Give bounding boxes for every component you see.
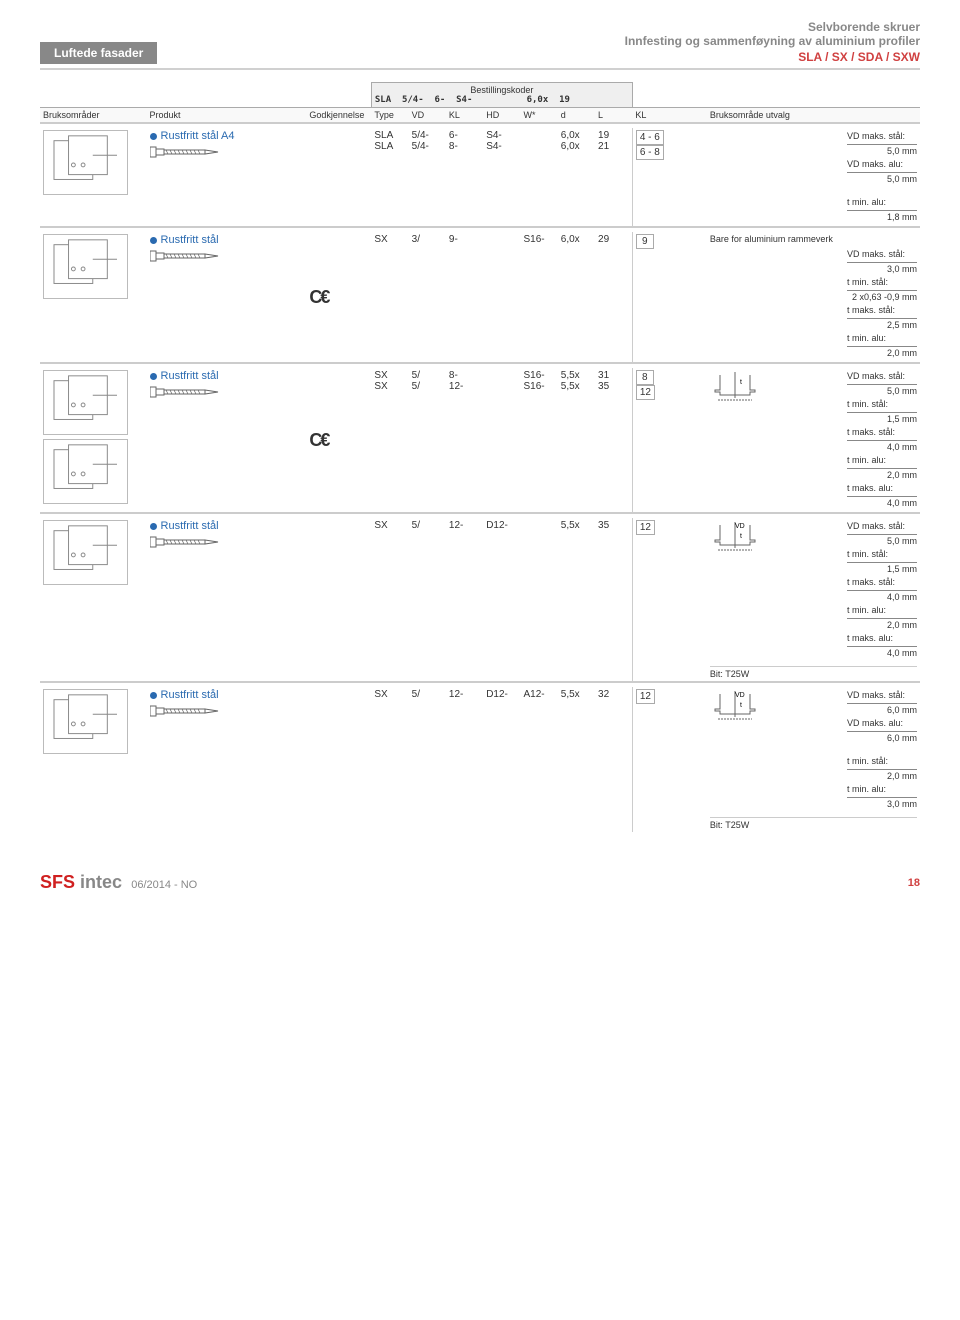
application-thumb (43, 234, 128, 299)
product-name: Rustfritt stål (150, 689, 304, 701)
hdr-hd: HD (483, 108, 520, 124)
svg-text:VD: VD (735, 523, 745, 530)
section-diagram: t (710, 370, 760, 420)
header-title1: Selvborende skruer (625, 20, 920, 34)
product-row: Rustfritt stålC€SX3/9-S16-6,0x299 Bare f… (40, 232, 920, 363)
footer-date: 06/2014 - NO (131, 879, 197, 891)
svg-text:t: t (740, 533, 742, 540)
product-name: Rustfritt stål (150, 234, 304, 246)
application-thumb (43, 520, 128, 585)
ce-mark: C€ (309, 430, 368, 451)
category-badge: Luftede fasader (40, 42, 157, 64)
hdr-selection: Bruksområde utvalg (707, 108, 920, 124)
product-row: Rustfritt stålSX5/12-D12-5,5x3512 VDtVD … (40, 518, 920, 682)
hdr-kl: KL (446, 108, 483, 124)
header-titles: Selvborende skruer Innfesting og sammenf… (625, 20, 920, 64)
product-row: Rustfritt stål A4SLASLA5/4-5/4-6-8-S4-S4… (40, 128, 920, 227)
specs: VDtVD maks. stål:5,0 mmt min. stål:1,5 m… (710, 520, 917, 660)
hdr-approval: Godkjennelse (306, 108, 371, 124)
code-title: Bestillingskoder (375, 85, 629, 95)
hdr-vd: VD (409, 108, 446, 124)
page-header: Luftede fasader Selvborende skruer Innfe… (40, 20, 920, 70)
product-name: Rustfritt stål (150, 520, 304, 532)
code-example: SLA 5/4- 6- S4- 6,0x 19 (375, 95, 629, 105)
bit-info: Bit: T25W (710, 817, 917, 830)
svg-text:t: t (740, 379, 742, 386)
hdr-w: W* (520, 108, 557, 124)
specs: VDtVD maks. stål:6,0 mmVD maks. alu:6,0 … (710, 689, 917, 811)
page-number: 18 (908, 877, 920, 889)
application-thumb (43, 689, 128, 754)
product-name: Rustfritt stål (150, 370, 304, 382)
header-title3: SLA / SX / SDA / SXW (625, 50, 920, 64)
bullet-icon (150, 523, 157, 530)
application-thumb (43, 439, 128, 504)
note: Bare for aluminium rammeverk (710, 234, 917, 244)
svg-text:VD: VD (735, 692, 745, 699)
bullet-icon (150, 133, 157, 140)
specs: tVD maks. stål:5,0 mmt min. stål:1,5 mmt… (710, 370, 917, 510)
hdr-d: d (558, 108, 595, 124)
product-row: Rustfritt stålC€SXSX5/5/8-12-S16-S16-5,5… (40, 368, 920, 513)
logo: SFS intec (40, 872, 122, 892)
bit-info: Bit: T25W (710, 666, 917, 679)
hdr-l: L (595, 108, 632, 124)
screw-icon (150, 532, 304, 555)
application-thumb (43, 370, 128, 435)
screw-icon (150, 246, 304, 269)
section-diagram: VD t (710, 520, 760, 570)
specs: VD maks. stål:5,0 mmVD maks. alu:5,0 mmt… (710, 130, 917, 224)
product-name: Rustfritt stål A4 (150, 130, 304, 142)
product-table: Bestillingskoder SLA 5/4- 6- S4- 6,0x 19… (40, 82, 920, 832)
header-row: Bruksområder Produkt Godkjennelse Type V… (40, 108, 920, 124)
code-row: Bestillingskoder SLA 5/4- 6- S4- 6,0x 19 (40, 83, 920, 108)
screw-icon (150, 382, 304, 405)
hdr-product: Produkt (147, 108, 307, 124)
bullet-icon (150, 373, 157, 380)
hdr-type: Type (371, 108, 408, 124)
page-footer: SFS intec 06/2014 - NO 18 (40, 862, 920, 893)
ce-mark: C€ (309, 287, 368, 308)
svg-text:t: t (740, 702, 742, 709)
hdr-kl2: KL (632, 108, 707, 124)
screw-icon (150, 701, 304, 724)
section-diagram: VD t (710, 689, 760, 739)
footer-left: SFS intec 06/2014 - NO (40, 872, 197, 893)
screw-icon (150, 142, 304, 165)
header-title2: Innfesting og sammenføyning av aluminium… (625, 34, 920, 48)
product-row: Rustfritt stålSX5/12-D12-A12-5,5x3212 VD… (40, 687, 920, 832)
bullet-icon (150, 237, 157, 244)
bullet-icon (150, 692, 157, 699)
specs: VD maks. stål:3,0 mmt min. stål:2 x0,63 … (710, 248, 917, 360)
application-thumb (43, 130, 128, 195)
hdr-use: Bruksområder (40, 108, 147, 124)
